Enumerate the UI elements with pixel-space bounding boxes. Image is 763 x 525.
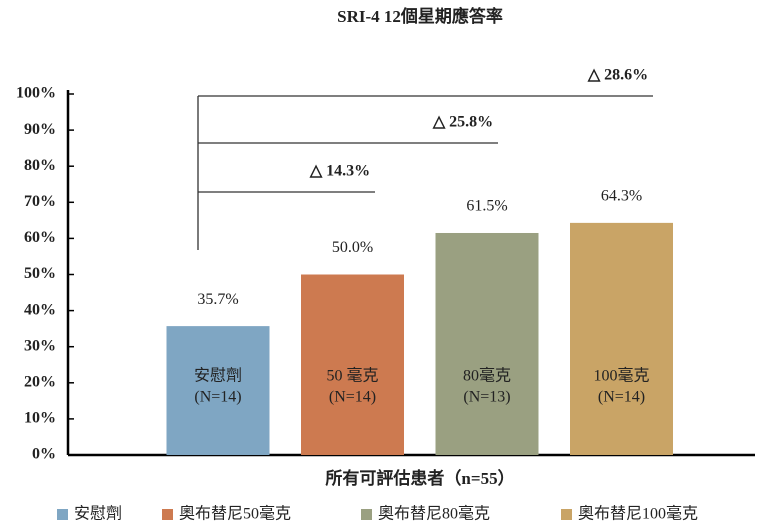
value-label: 35.7% (197, 291, 238, 308)
annotation: △ 25.8% (432, 114, 493, 131)
bar-sample-label: (N=14) (329, 389, 376, 406)
bar (166, 326, 270, 455)
bar (435, 232, 539, 455)
bar-sample-label: (N=13) (463, 389, 510, 406)
legend-swatch (162, 509, 173, 520)
y-tick-label: 60% (24, 229, 56, 246)
y-tick-label: 20% (24, 373, 56, 390)
y-tick-label: 40% (24, 301, 56, 318)
x-axis-label: 所有可評估患者（n=55） (325, 468, 514, 488)
bar-category-label: 安慰劑 (194, 367, 242, 385)
annotation: △ 14.3% (309, 163, 370, 180)
y-tick-label: 80% (24, 157, 56, 174)
bar-sample-label: (N=14) (194, 389, 241, 406)
bar-sample-label: (N=14) (598, 389, 645, 406)
bar-category-label: 50 毫克 (326, 366, 378, 385)
annotation: △ 28.6% (587, 67, 648, 84)
value-label: 61.5% (466, 198, 507, 215)
legend-label: 安慰劑 (74, 505, 122, 523)
y-tick-label: 50% (24, 265, 56, 282)
y-tick-label: 10% (24, 410, 56, 427)
y-tick-label: 0% (32, 446, 56, 463)
value-label: 50.0% (332, 239, 373, 256)
y-tick-label: 30% (24, 337, 56, 354)
y-tick-label: 90% (24, 121, 56, 138)
legend-label: 奧布替尼50毫克 (179, 504, 291, 523)
legend-swatch (361, 509, 372, 520)
legend-swatch (561, 509, 572, 520)
chart-title: SRI-4 12個星期應答率 (337, 6, 503, 26)
bar (301, 274, 404, 455)
value-label: 64.3% (601, 188, 642, 205)
y-tick-label: 100% (16, 85, 56, 102)
legend-label: 奧布替尼100毫克 (578, 504, 698, 523)
bar-category-label: 80毫克 (463, 366, 511, 385)
legend-swatch (57, 509, 68, 520)
bar (570, 222, 673, 455)
bar-category-label: 100毫克 (593, 366, 649, 385)
y-tick-label: 70% (24, 193, 56, 210)
legend-label: 奧布替尼80毫克 (378, 504, 490, 523)
